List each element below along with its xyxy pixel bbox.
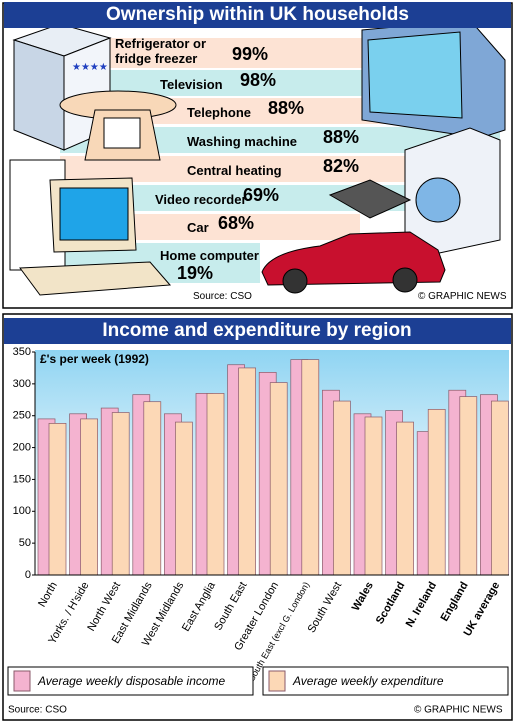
item-value: 82% bbox=[323, 156, 360, 176]
item-label: Home computer bbox=[160, 248, 259, 263]
bar bbox=[238, 367, 256, 576]
income-chart: Income and expenditure by region £'s per… bbox=[2, 313, 513, 721]
y-tick-label: 350 bbox=[13, 346, 31, 358]
item-label: Central heating bbox=[187, 163, 282, 178]
item-value: 98% bbox=[240, 70, 277, 90]
item-label: Washing machine bbox=[187, 134, 298, 149]
svg-text:★★★★: ★★★★ bbox=[72, 62, 108, 73]
item-label: Television bbox=[160, 77, 223, 92]
y-tick-label: 300 bbox=[13, 378, 31, 390]
tv bbox=[361, 19, 506, 139]
telephone bbox=[59, 90, 177, 161]
source: Source: CSO bbox=[8, 705, 67, 716]
y-tick-label: 0 bbox=[25, 569, 31, 581]
bar bbox=[175, 421, 193, 576]
chart-title: Income and expenditure by region bbox=[102, 320, 411, 341]
item-value: 88% bbox=[323, 127, 360, 147]
credit: © GRAPHIC NEWS bbox=[418, 291, 507, 302]
y-tick-label: 50 bbox=[19, 537, 31, 549]
item-value: 19% bbox=[177, 263, 214, 283]
subtitle: £'s per week (1992) bbox=[40, 352, 149, 366]
washing-machine bbox=[404, 127, 501, 256]
y-tick-label: 100 bbox=[13, 505, 31, 517]
bar bbox=[206, 393, 225, 576]
bar bbox=[491, 400, 509, 576]
bar bbox=[80, 418, 98, 576]
computer bbox=[19, 177, 172, 296]
bar bbox=[427, 408, 446, 576]
item-label: Telephone bbox=[187, 105, 252, 120]
item-label: Video recorder bbox=[155, 192, 247, 207]
ownership-title: Ownership within UK households bbox=[4, 2, 511, 28]
ownership-art: ★★★★ bbox=[2, 2, 513, 309]
item-value: 68% bbox=[218, 213, 255, 233]
legend-box bbox=[262, 666, 509, 696]
y-tick-label: 250 bbox=[13, 410, 31, 422]
source: Source: CSO bbox=[193, 291, 252, 302]
bar bbox=[269, 382, 288, 576]
item-value: 99% bbox=[232, 44, 269, 64]
item-value: 88% bbox=[268, 98, 305, 118]
bar bbox=[111, 412, 130, 576]
ownership-panel: ★★★★ Ownership bbox=[0, 0, 515, 312]
bar bbox=[364, 416, 383, 576]
item-value: 69% bbox=[243, 185, 280, 205]
item-label: Refrigerator or fridge freezer bbox=[115, 36, 207, 66]
bar bbox=[143, 401, 162, 576]
y-tick-label: 200 bbox=[13, 441, 31, 453]
legend-label: Average weekly disposable income bbox=[37, 674, 226, 688]
legend-swatch bbox=[13, 670, 31, 692]
bar bbox=[459, 396, 478, 576]
legend-label: Average weekly expenditure bbox=[292, 674, 444, 688]
car bbox=[261, 231, 446, 294]
bar bbox=[48, 423, 67, 576]
bar bbox=[333, 400, 351, 576]
y-tick-label: 150 bbox=[13, 473, 31, 485]
credit: © GRAPHIC NEWS bbox=[414, 705, 503, 716]
item-label: Car bbox=[187, 220, 209, 235]
legend-swatch bbox=[268, 670, 286, 692]
bar bbox=[301, 359, 320, 576]
video-recorder bbox=[328, 179, 412, 219]
bar bbox=[396, 421, 414, 576]
legend-box bbox=[7, 666, 254, 696]
